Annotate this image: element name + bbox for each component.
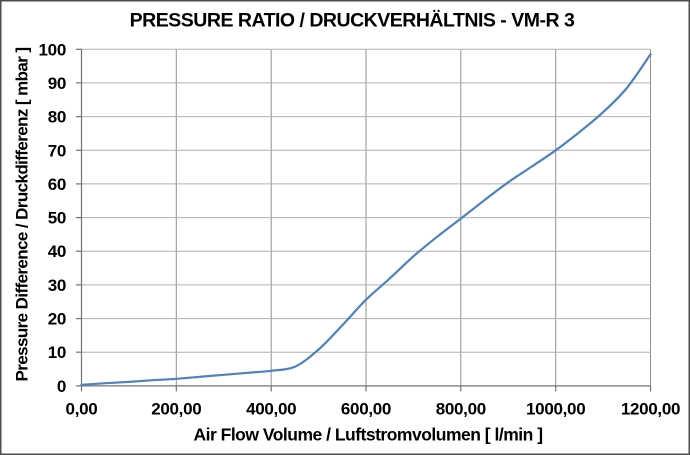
svg-text:20: 20 bbox=[48, 310, 66, 329]
svg-text:0: 0 bbox=[57, 377, 66, 396]
svg-text:400,00: 400,00 bbox=[246, 400, 296, 419]
svg-text:40: 40 bbox=[48, 242, 66, 261]
svg-text:80: 80 bbox=[48, 108, 66, 127]
svg-text:50: 50 bbox=[48, 209, 66, 228]
svg-text:600,00: 600,00 bbox=[341, 400, 391, 419]
svg-text:100: 100 bbox=[39, 40, 66, 59]
svg-text:90: 90 bbox=[48, 74, 66, 93]
svg-text:0,00: 0,00 bbox=[66, 400, 98, 419]
svg-text:1200,00: 1200,00 bbox=[621, 400, 680, 419]
svg-text:Pressure Difference / Druckdif: Pressure Difference / Druckdifferenz [ m… bbox=[13, 48, 32, 382]
svg-text:30: 30 bbox=[48, 276, 66, 295]
svg-text:10: 10 bbox=[48, 343, 66, 362]
svg-text:200,00: 200,00 bbox=[151, 400, 201, 419]
svg-text:Air Flow Volume / Luftstromvol: Air Flow Volume / Luftstromvolumen [ l/m… bbox=[193, 425, 542, 445]
svg-text:70: 70 bbox=[48, 141, 66, 160]
svg-text:800,00: 800,00 bbox=[436, 400, 486, 419]
svg-text:60: 60 bbox=[48, 175, 66, 194]
svg-text:1000,00: 1000,00 bbox=[526, 400, 585, 419]
svg-text:PRESSURE RATIO / DRUCKVERHÄLTN: PRESSURE RATIO / DRUCKVERHÄLTNIS - VM-R … bbox=[130, 9, 575, 32]
